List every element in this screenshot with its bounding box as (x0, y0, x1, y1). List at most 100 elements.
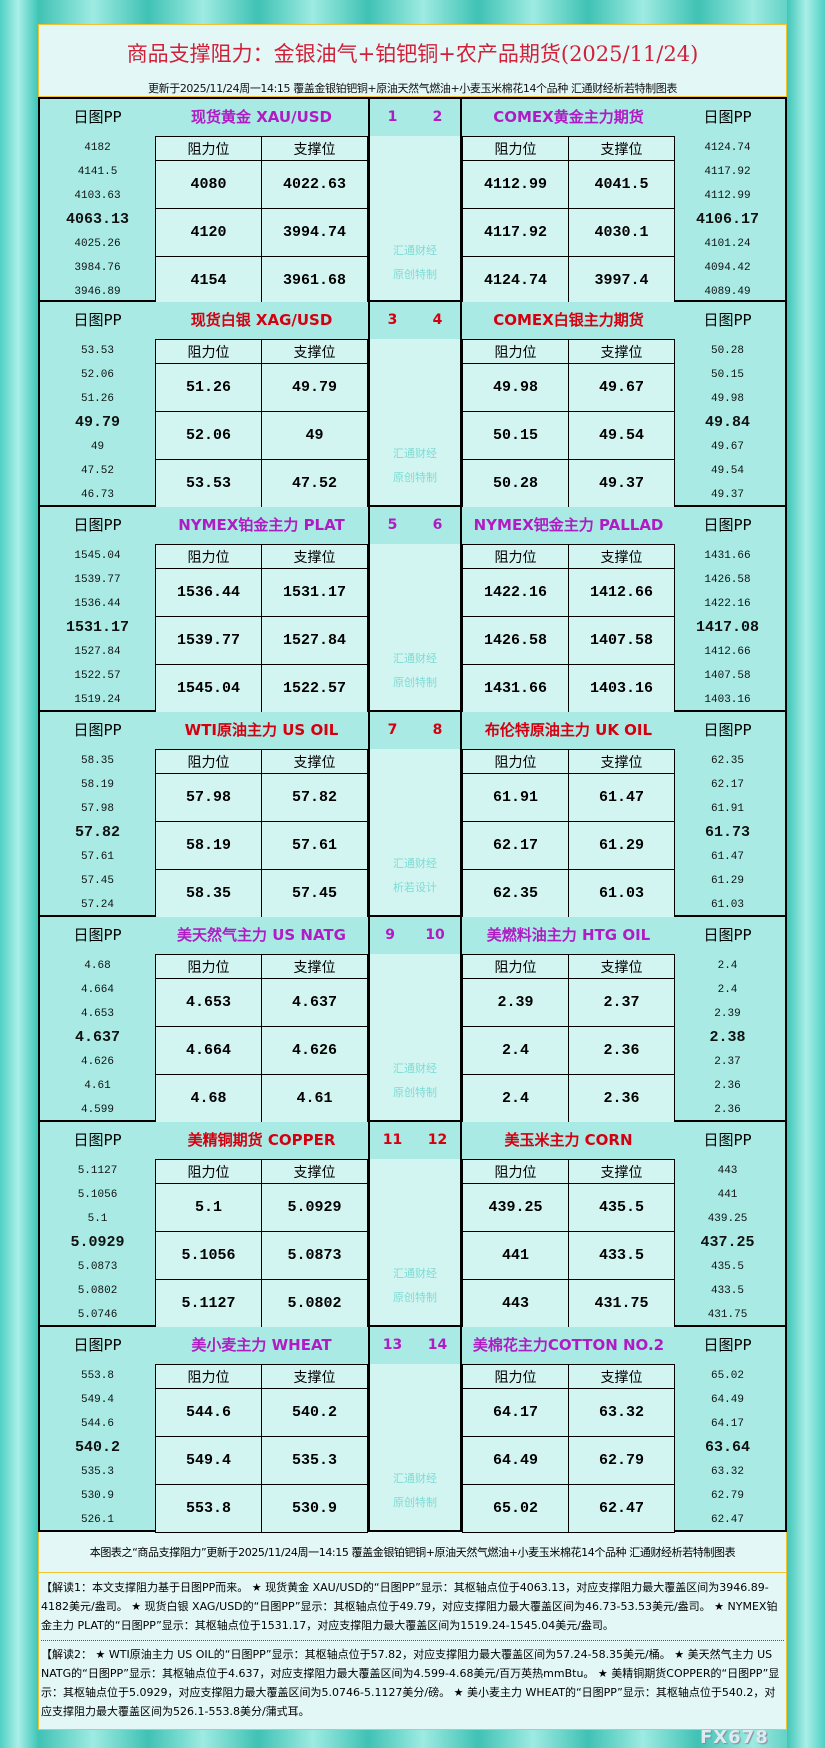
levels-table-right: 阻力位 支撑位 64.17 63.32 64.49 62.79 65.02 62.47 (462, 1364, 675, 1533)
pp-column-left: 日图PP 553.8 549.4 544.6 540.2 535.3 530.9 526.1 (40, 1327, 155, 1530)
index-right: 2 (432, 109, 443, 125)
resistance-value: 549.4 (155, 1436, 262, 1485)
resistance-value: 4.68 (155, 1074, 262, 1123)
pp-level: 62.79 (710, 1490, 744, 1502)
table-row: 4154 3961.68 (155, 256, 368, 305)
pp-level: 3946.89 (74, 286, 121, 298)
instrument-title-left: 美精铜期货 COPPER (187, 1131, 336, 1149)
notes: 【解读1：本文支撑阻力基于日图PP而来。 ★ 现货黄金 XAU/USD的“日图P… (38, 1573, 787, 1730)
support-value: 4.637 (261, 978, 368, 1027)
table-row: 51.26 49.79 (155, 363, 368, 412)
levels-table-right: 阻力位 支撑位 439.25 435.5 441 433.5 443 431.75 (462, 1159, 675, 1328)
support-value: 49.67 (568, 363, 675, 412)
resistance-value: 4080 (155, 160, 262, 209)
pp-level: 52.06 (80, 369, 114, 381)
instrument-title-left: WTI原油主力 US OIL (184, 721, 339, 739)
frame-bottom (38, 1728, 787, 1748)
table-row: 1422.16 1412.66 (462, 568, 675, 617)
levels-table-right: 阻力位 支撑位 49.98 49.67 50.15 49.54 50.28 49.37 (462, 339, 675, 508)
index-right: 4 (432, 312, 443, 328)
table-row: 1545.04 1522.57 (155, 664, 368, 713)
pp-level: 2.36 (714, 1104, 741, 1116)
resistance-value: 58.19 (155, 821, 262, 870)
instrument-title-left: 现货白银 XAG/USD (190, 311, 333, 329)
pp-label: 日图PP (703, 1131, 752, 1149)
levels-table-left: 阻力位 支撑位 51.26 49.79 52.06 49 53.53 47.52 (155, 339, 368, 508)
pp-level: 62.47 (710, 1514, 744, 1526)
support-value: 435.5 (568, 1183, 675, 1232)
index-left: 13 (382, 1337, 403, 1353)
index-column: 1 2 汇通财经 原创特制 (368, 99, 462, 300)
support-value: 535.3 (261, 1436, 368, 1485)
pp-level: 5.1 (87, 1213, 108, 1225)
table-row: 1539.77 1527.84 (155, 616, 368, 665)
pp-column-left: 日图PP 4182 4141.5 4103.63 4063.13 4025.26 3984.… (40, 99, 155, 300)
instrument-block: 日图PP 4182 4141.5 4103.63 4063.13 4025.26 3984.… (38, 97, 787, 305)
pp-level: 4.664 (80, 984, 114, 996)
support-header: 支撑位 (261, 1364, 368, 1389)
resistance-value: 1539.77 (155, 616, 262, 665)
pp-column-right: 日图PP 65.02 64.49 64.17 63.64 63.32 62.79 62.47 (670, 1327, 785, 1530)
resistance-value: 443 (462, 1279, 569, 1328)
table-row: 65.02 62.47 (462, 1484, 675, 1533)
pp-level: 1422.16 (704, 598, 751, 610)
table-row: 4.653 4.637 (155, 978, 368, 1027)
support-value: 57.82 (261, 773, 368, 822)
note-1: 【解读1：本文支撑阻力基于日图PP而来。 ★ 现货黄金 XAU/USD的“日图P… (41, 1581, 778, 1632)
resistance-header: 阻力位 (155, 1159, 262, 1184)
resistance-value: 4124.74 (462, 256, 569, 305)
resistance-value: 51.26 (155, 363, 262, 412)
resistance-value: 53.53 (155, 459, 262, 508)
pp-level: 4025.26 (74, 238, 121, 250)
support-value: 61.03 (568, 869, 675, 918)
pp-level: 1412.66 (704, 646, 751, 658)
table-row: 4117.92 4030.1 (462, 208, 675, 257)
index-column: 5 6 汇通财经 原创特制 (368, 507, 462, 710)
watermark-line-2: 原创特制 (393, 268, 437, 281)
pp-column-left: 日图PP 53.53 52.06 51.26 49.79 49 47.52 46.73 (40, 302, 155, 505)
pp-level: 49.98 (710, 393, 744, 405)
chart-panel: 商品支撑阻力：金银油气+铂钯铜+农产品期货(2025/11/24) 更新于202… (38, 24, 787, 1730)
pp-level: 50.28 (710, 345, 744, 357)
support-value: 62.79 (568, 1436, 675, 1485)
pp-level: 1426.58 (704, 574, 751, 586)
instrument-title-right: 美玉米主力 CORN (504, 1131, 633, 1149)
table-row: 58.19 57.61 (155, 821, 368, 870)
pp-level: 1527.84 (74, 646, 121, 658)
watermark-line-1: 汇通财经 (393, 1267, 437, 1280)
pivot-value: 1531.17 (65, 619, 129, 636)
pp-level: 57.61 (80, 851, 114, 863)
pp-level: 57.45 (80, 875, 114, 887)
table-row: 439.25 435.5 (462, 1183, 675, 1232)
support-value: 3994.74 (261, 208, 368, 257)
page-title: 商品支撑阻力：金银油气+铂钯铜+农产品期货(2025/11/24) (126, 42, 699, 66)
pp-level: 4089.49 (704, 286, 751, 298)
pp-level: 62.35 (710, 755, 744, 767)
index-column: 9 10 汇通财经 原创特制 (368, 917, 462, 1120)
table-row: 4112.99 4041.5 (462, 160, 675, 209)
pp-level: 439.25 (707, 1213, 748, 1225)
support-value: 431.75 (568, 1279, 675, 1328)
resistance-header: 阻力位 (155, 544, 262, 569)
support-value: 1522.57 (261, 664, 368, 713)
pp-column-right: 日图PP 50.28 50.15 49.98 49.84 49.67 49.54 49.37 (670, 302, 785, 505)
pivot-value: 2.38 (709, 1029, 746, 1046)
pp-label: 日图PP (703, 721, 752, 739)
resistance-header: 阻力位 (155, 749, 262, 774)
fx678-logo: FX678 (700, 1727, 769, 1748)
index-column: 3 4 汇通财经 原创特制 (368, 302, 462, 505)
pp-level: 58.19 (80, 779, 114, 791)
support-value: 1403.16 (568, 664, 675, 713)
pp-level: 1519.24 (74, 694, 121, 706)
pivot-value: 61.73 (704, 824, 750, 841)
instrument-title-right: 美棉花主力COTTON NO.2 (472, 1336, 665, 1354)
pp-column-right: 日图PP 1431.66 1426.58 1422.16 1417.08 1412.66 1… (670, 507, 785, 710)
resistance-value: 1431.66 (462, 664, 569, 713)
index-left: 7 (387, 722, 398, 738)
index-left: 1 (387, 109, 398, 125)
watermark-line-1: 汇通财经 (393, 1472, 437, 1485)
resistance-value: 64.49 (462, 1436, 569, 1485)
pp-level: 1407.58 (704, 670, 751, 682)
resistance-value: 2.4 (462, 1026, 569, 1075)
index-column: 11 12 汇通财经 原创特制 (368, 1122, 462, 1325)
